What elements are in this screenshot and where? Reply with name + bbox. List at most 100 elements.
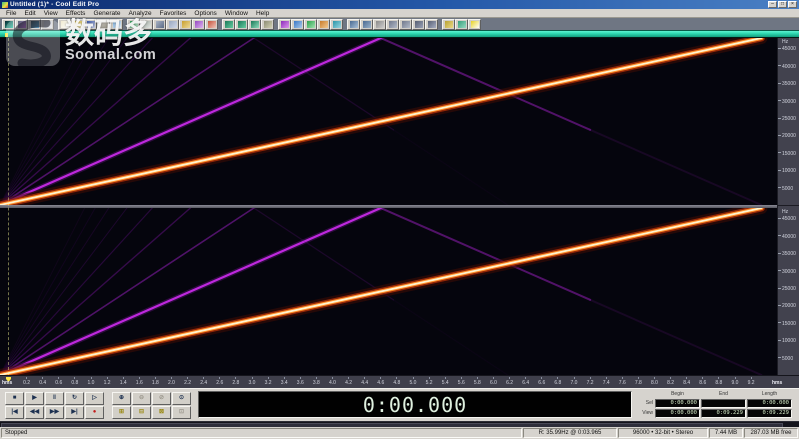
view-begin-field[interactable]: 0:00.000 [655, 409, 700, 418]
multitrack-view-button[interactable] [28, 18, 41, 30]
sel-length-field[interactable]: 0:00.000 [747, 399, 792, 408]
snapping-button[interactable] [261, 18, 274, 30]
waveform-colors-button[interactable] [425, 18, 438, 30]
play-to-end-button[interactable]: ▷ [85, 392, 104, 405]
settings-button[interactable] [455, 18, 468, 30]
help-button[interactable] [468, 18, 481, 30]
save-file-button[interactable] [84, 18, 97, 30]
menu-help[interactable]: Help [255, 9, 270, 17]
overview-cursor-marker[interactable] [5, 33, 8, 37]
stop-button[interactable]: ■ [5, 392, 24, 405]
menu-view[interactable]: View [43, 9, 58, 17]
zoom-selection-horizontal-button[interactable]: ⊠ [152, 406, 171, 419]
timeline-unit-label-right: hms [772, 380, 783, 386]
trim-button[interactable] [205, 18, 218, 30]
toolbar-group [278, 18, 343, 30]
sel-begin-field[interactable]: 0:00.000 [655, 399, 700, 408]
spectral-controls-button[interactable] [412, 18, 425, 30]
play-list-button[interactable] [399, 18, 412, 30]
paste-button[interactable] [179, 18, 192, 30]
cd-player-button[interactable] [41, 18, 54, 30]
close-file-icon [99, 20, 108, 28]
undo-button[interactable] [127, 18, 140, 30]
sel-end-field[interactable] [701, 399, 746, 408]
frequency-tick-label: 40000 [782, 63, 796, 70]
frequency-tick-label: 45000 [782, 46, 796, 53]
menu-effects[interactable]: Effects [65, 9, 86, 17]
zoom-in-horizontal-button[interactable]: ⊞ [112, 406, 131, 419]
new-file-button[interactable] [58, 18, 71, 30]
menu-favorites[interactable]: Favorites [159, 9, 187, 17]
timeline-tick [251, 377, 253, 379]
waveform-view-button[interactable] [2, 18, 15, 30]
open-file-button[interactable] [71, 18, 84, 30]
zoom-out-tool-button[interactable] [235, 18, 248, 30]
go-to-end-button[interactable]: ▶| [65, 406, 84, 419]
menu-options[interactable]: Options [194, 9, 217, 17]
timeline-tick-label: 5.6 [457, 380, 465, 386]
statistics-button[interactable] [373, 18, 386, 30]
frequency-ruler-left-channel[interactable]: Hz 45000 40000 35000 30000 25000 20000 15000 100… [778, 38, 799, 206]
view-length-field[interactable]: 0:09.229 [747, 409, 792, 418]
timeline-tick-label: 2.8 [232, 380, 240, 386]
restore-button[interactable]: □ [778, 1, 787, 8]
timeline-cursor-marker[interactable] [6, 377, 11, 382]
rewind-button[interactable]: ◀◀ [25, 406, 44, 419]
close-button[interactable]: × [788, 1, 797, 8]
right-channel-spectrogram[interactable] [0, 208, 777, 375]
mix-paste-button[interactable] [192, 18, 205, 30]
minimize-button[interactable]: – [768, 1, 777, 8]
timeline-tick [106, 377, 108, 379]
frequency-unit-label: Hz [782, 39, 789, 45]
cue-list-button[interactable] [386, 18, 399, 30]
menu-file[interactable]: File [6, 9, 17, 17]
zoom-vertical-button[interactable]: ⊡ [172, 406, 191, 419]
amplify-button[interactable] [317, 18, 330, 30]
play-button[interactable]: ▶ [25, 392, 44, 405]
scripts-button[interactable] [442, 18, 455, 30]
timeline-tick [734, 377, 736, 379]
zoom-to-selection-button[interactable]: ⊙ [172, 392, 191, 405]
menu-generate[interactable]: Generate [93, 9, 121, 17]
copy-button[interactable] [166, 18, 179, 30]
spectral-view-button[interactable] [15, 18, 28, 30]
normalize-button[interactable] [304, 18, 317, 30]
pause-button[interactable]: ‖ [45, 392, 64, 405]
reverse-button[interactable] [291, 18, 304, 30]
cut-button[interactable] [153, 18, 166, 30]
invert-button[interactable] [278, 18, 291, 30]
menu-analyze[interactable]: Analyze [128, 9, 152, 17]
frequency-ruler-right-channel[interactable]: Hz 45000 40000 35000 30000 25000 20000 15000 100… [778, 208, 799, 375]
menu-window[interactable]: Window [224, 9, 248, 17]
menu-edit[interactable]: Edit [24, 9, 36, 17]
phase-analysis-button[interactable] [360, 18, 373, 30]
frequency-ruler[interactable]: Hz 45000 40000 35000 30000 25000 20000 15000 100… [777, 38, 799, 375]
left-channel-spectrogram[interactable] [0, 38, 777, 205]
settings-icon [457, 20, 466, 28]
play-looped-button[interactable]: ↻ [65, 392, 84, 405]
record-button[interactable]: ● [85, 406, 104, 419]
go-to-beginning-button[interactable]: |◀ [5, 406, 24, 419]
transport-panel: ■ ▶ ‖ ↻ ▷ |◀ ◀◀ ▶▶ ▶| ● ⊕ ⊖ ⊘ ⊙ ⊞ ⊟ ⊠ ⊡ 0:00.000 Begin E… [0, 388, 799, 421]
frequency-analysis-button[interactable] [347, 18, 360, 30]
zoom-in-button[interactable]: ⊕ [112, 392, 131, 405]
equalizer-button[interactable] [330, 18, 343, 30]
timeline-tick-label: 2.0 [168, 380, 175, 386]
fast-forward-button[interactable]: ▶▶ [45, 406, 64, 419]
zoom-selection-tool-button[interactable] [248, 18, 261, 30]
close-file-button[interactable] [97, 18, 110, 30]
redo-button[interactable] [140, 18, 153, 30]
channel-divider[interactable] [0, 205, 799, 208]
zoom-in-tool-button[interactable] [222, 18, 235, 30]
view-end-field[interactable]: 0:09.229 [701, 409, 746, 418]
file-properties-button[interactable] [110, 18, 123, 30]
cue-list-icon [388, 20, 397, 28]
zoom-full-button[interactable]: ⊘ [152, 392, 171, 405]
timeline-tick [299, 377, 301, 379]
zoom-out-button[interactable]: ⊖ [132, 392, 151, 405]
zoom-out-horizontal-button[interactable]: ⊟ [132, 406, 151, 419]
toolbar-group [2, 18, 54, 30]
overview-scrollbar[interactable] [0, 30, 799, 38]
timeline-tick [605, 377, 607, 379]
timeline-ruler[interactable]: hms 0.2 0.4 0.6 0.8 1.0 1.2 1.4 1.6 1.8 2.0 2.2 2.4 2… [0, 375, 799, 388]
